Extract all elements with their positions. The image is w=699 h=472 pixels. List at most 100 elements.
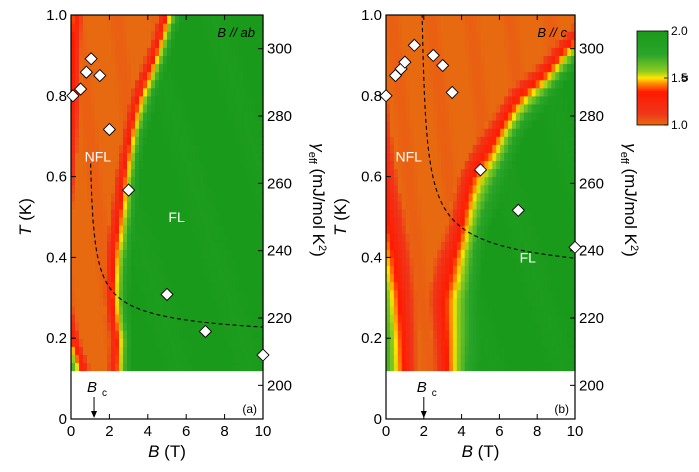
heatmap-cell [389, 136, 395, 145]
heatmap-cell [555, 313, 560, 323]
heatmap-cell [445, 79, 450, 89]
heatmap-cell [543, 136, 549, 145]
heatmap-cell [409, 71, 415, 81]
heatmap-cell [135, 233, 140, 242]
heatmap-cell [243, 257, 248, 267]
heatmap-cell [519, 111, 525, 121]
heatmap-cell [480, 192, 486, 202]
heatmap-cell [143, 233, 148, 242]
heatmap-cell [215, 39, 220, 48]
heatmap-cell [527, 225, 533, 234]
heatmap-cell [567, 95, 572, 105]
heatmap-cell [103, 297, 108, 307]
heatmap-cell [531, 31, 537, 40]
heatmap-cell [551, 184, 556, 194]
heatmap-cell [405, 87, 411, 97]
heatmap-cell [259, 362, 264, 372]
heatmap-cell [425, 346, 430, 355]
heatmap-cell [223, 297, 228, 307]
heatmap-cell [211, 128, 216, 137]
heatmap-cell [397, 15, 403, 24]
heatmap-cell [543, 305, 549, 315]
heatmap-cell [456, 128, 462, 137]
heatmap-cell [452, 79, 458, 89]
heatmap-cell [433, 217, 438, 226]
heatmap-cell [255, 168, 260, 178]
heatmap-cell [159, 200, 164, 210]
heatmap-cell [199, 184, 204, 194]
heatmap-cell [187, 225, 192, 234]
heatmap-cell [103, 257, 108, 267]
heatmap-cell [175, 95, 180, 105]
heatmap-cell [99, 39, 104, 48]
heatmap-cell [433, 208, 438, 218]
heatmap-cell [251, 120, 256, 129]
heatmap-cell [163, 257, 168, 267]
heatmap-cell [75, 168, 80, 178]
heatmap-cell [255, 71, 260, 81]
heatmap-cell [445, 31, 450, 40]
heatmap-cell [219, 184, 224, 194]
heatmap-cell [413, 47, 419, 56]
heatmap-cell [515, 249, 521, 258]
heatmap-cell [547, 208, 552, 218]
heatmap-cell [163, 249, 168, 258]
heatmap-cell [199, 95, 204, 105]
heatmap-cell [504, 144, 509, 153]
heatmap-cell [393, 265, 399, 275]
heatmap-cell [255, 15, 260, 24]
heatmap-cell [91, 362, 96, 372]
heatmap-cell [563, 217, 568, 226]
heatmap-cell [519, 362, 525, 372]
heatmap-cell [421, 346, 426, 355]
heatmap-cell [195, 346, 200, 355]
heatmap-cell [223, 265, 228, 275]
heatmap-cell [135, 184, 140, 194]
heatmap-cell [227, 71, 232, 81]
heatmap-cell [107, 79, 112, 89]
heatmap-cell [215, 152, 220, 162]
heatmap-cell [187, 208, 192, 218]
heatmap-cell [211, 354, 216, 364]
heatmap-cell [445, 63, 450, 73]
heatmap-cell [111, 289, 116, 299]
heatmap-cell [103, 354, 108, 364]
heatmap-cell [417, 23, 423, 32]
heatmap-cell [551, 273, 556, 283]
heatmap-cell [215, 273, 220, 283]
heatmap-cell [425, 111, 430, 121]
heatmap-cell [449, 313, 454, 323]
heatmap-cell [397, 136, 403, 145]
heatmap-cell [500, 47, 505, 56]
heatmap-cell [147, 281, 152, 291]
heatmap-cell [131, 233, 136, 242]
heatmap-cell [421, 313, 426, 323]
heatmap-cell [468, 313, 474, 323]
heatmap-cell [571, 144, 576, 153]
heatmap-cell [179, 160, 184, 170]
heatmap-cell [139, 265, 144, 275]
heatmap-cell [445, 39, 450, 48]
heatmap-cell [151, 87, 156, 97]
heatmap-cell [211, 120, 216, 129]
heatmap-cell [83, 128, 88, 137]
heatmap-cell [155, 322, 160, 331]
heatmap-cell [215, 249, 220, 258]
heatmap-cell [425, 225, 430, 234]
heatmap-cell [456, 330, 462, 339]
heatmap-cell [421, 249, 426, 258]
heatmap-cell [429, 338, 434, 347]
heatmap-cell [425, 95, 430, 105]
heatmap-cell [239, 95, 244, 105]
heatmap-cell [452, 128, 458, 137]
heatmap-cell [135, 152, 140, 162]
heatmap-cell [492, 184, 497, 194]
heatmap-cell [163, 330, 168, 339]
heatmap-cell [413, 184, 419, 194]
heatmap-cell [207, 15, 212, 24]
heatmap-cell [512, 362, 517, 372]
heatmap-cell [449, 273, 454, 283]
heatmap-cell [107, 233, 112, 242]
heatmap-cell [123, 241, 128, 250]
heatmap-cell [123, 176, 128, 186]
